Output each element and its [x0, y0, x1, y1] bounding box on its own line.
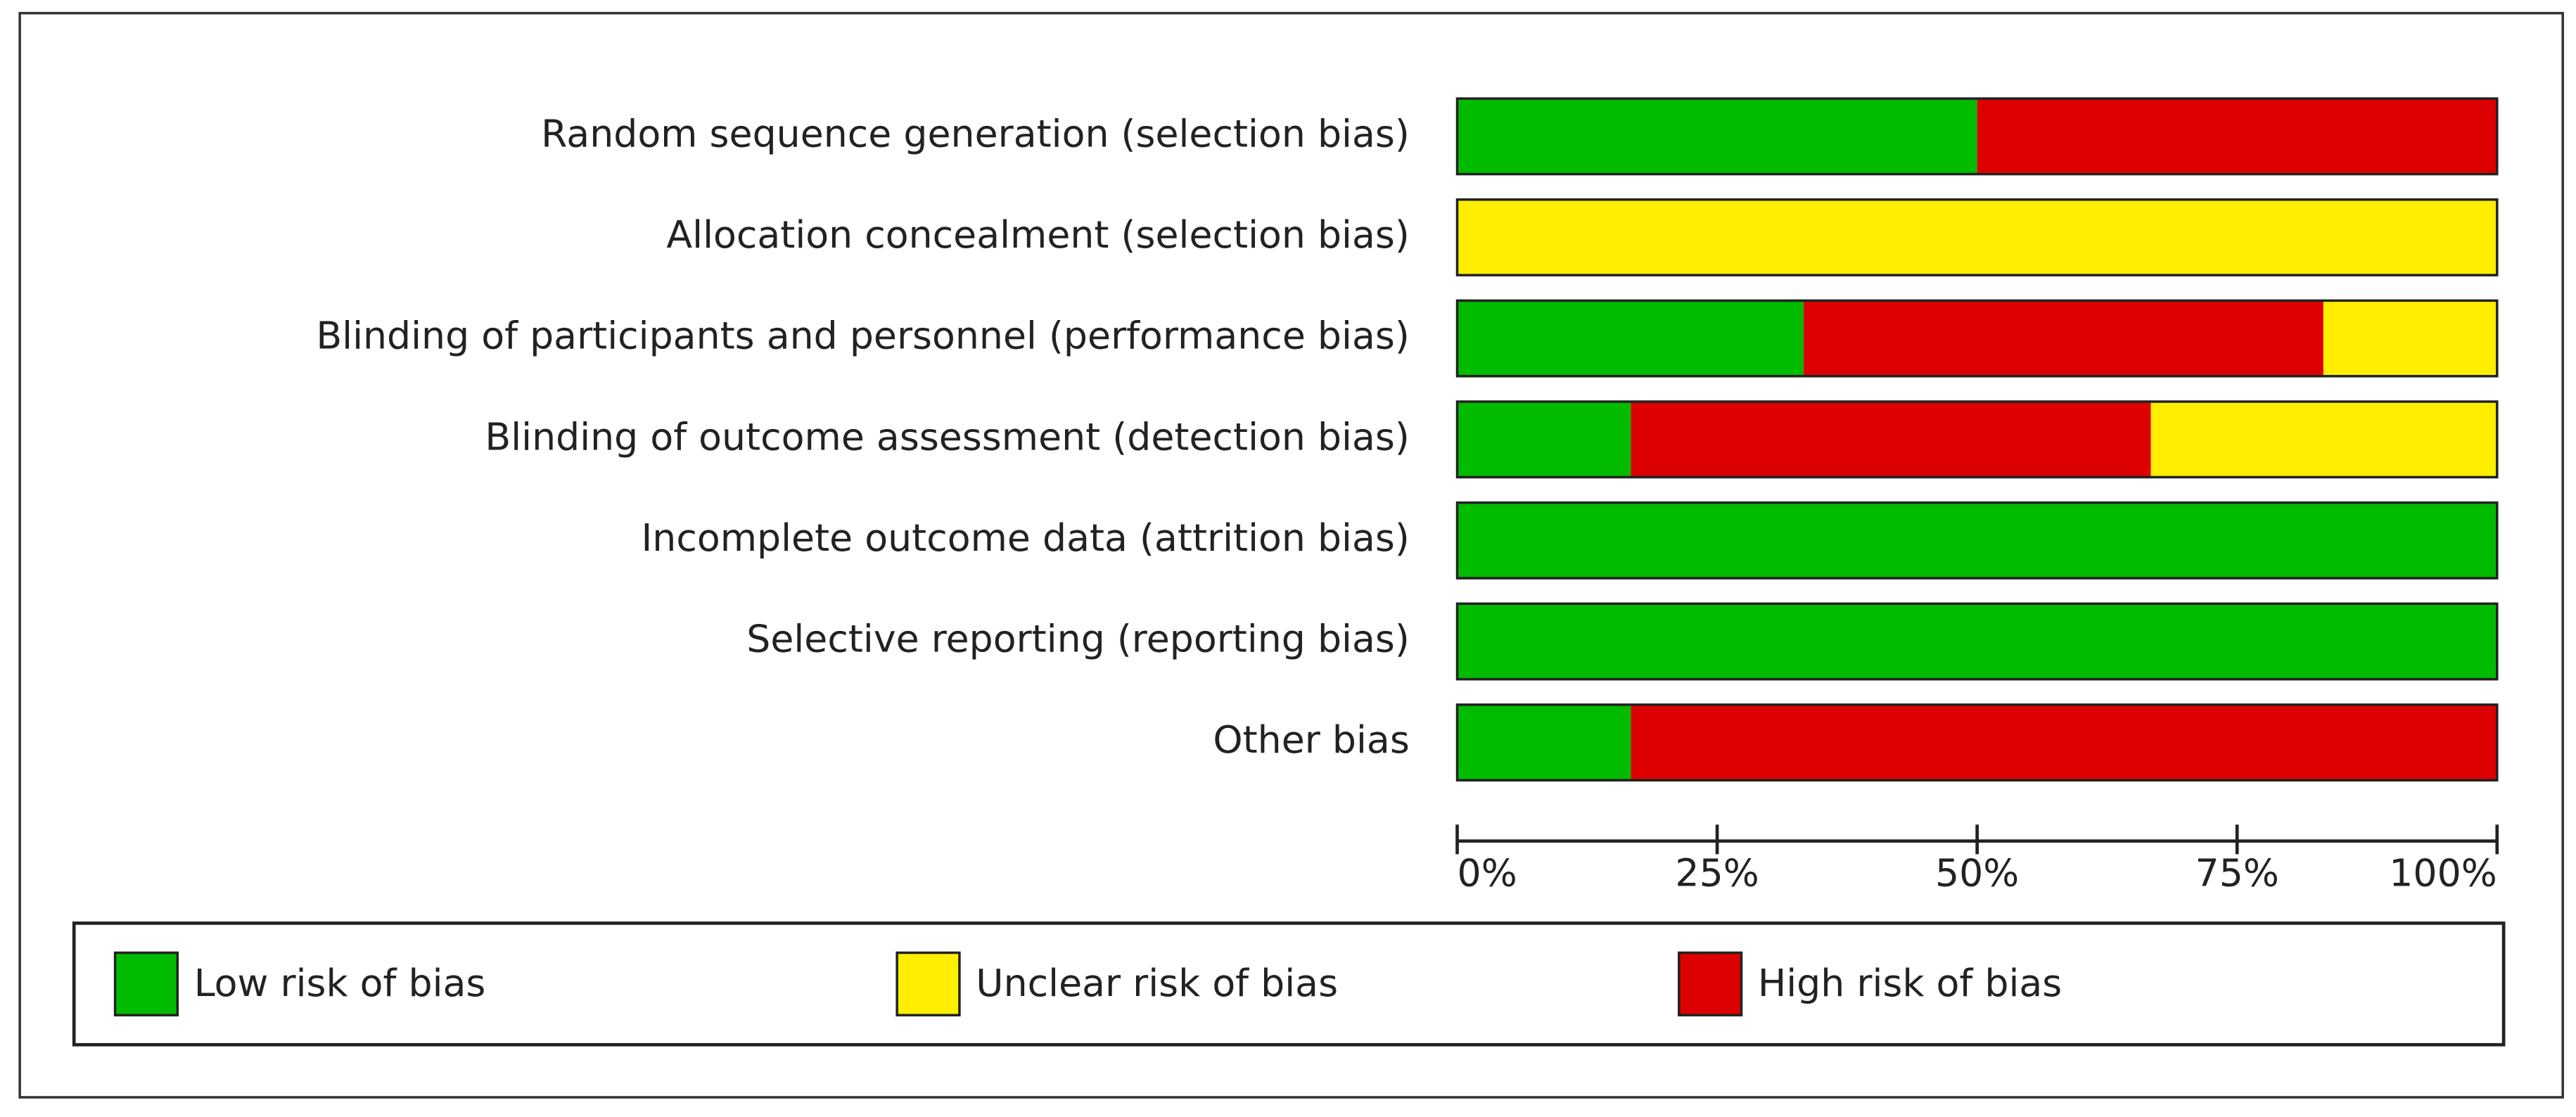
- bar-outline: [1455, 703, 2499, 782]
- legend-label: Low risk of bias: [194, 961, 486, 1005]
- bar-segment: [1457, 704, 1631, 781]
- x-tick-label: 100%: [2389, 850, 2497, 895]
- bar-segment: [2150, 401, 2497, 478]
- bar-segment: [1457, 401, 1631, 478]
- legend-swatch: [113, 951, 179, 1016]
- category-label: Other bias: [1213, 717, 1409, 762]
- bar-outline: [1455, 299, 2499, 378]
- bar-outline: [1455, 198, 2499, 276]
- bar-segment: [1457, 300, 1804, 376]
- bar-outline: [1455, 501, 2499, 580]
- bar-outline: [1455, 97, 2499, 176]
- x-tick-label: 25%: [1675, 850, 1759, 895]
- x-tick-label: 75%: [2195, 850, 2279, 895]
- legend-swatch: [895, 951, 961, 1016]
- category-label: Random sequence generation (selection bi…: [541, 111, 1410, 155]
- category-label: Blinding of participants and personnel (…: [316, 314, 1409, 358]
- category-label: Selective reporting (reporting bias): [746, 617, 1410, 661]
- bar-segment: [2323, 300, 2497, 376]
- bar-segment: [1977, 98, 2497, 174]
- legend-label: Unclear risk of bias: [976, 961, 1338, 1005]
- category-label: Incomplete outcome data (attrition bias): [641, 516, 1409, 560]
- legend-label: High risk of bias: [1758, 961, 2062, 1005]
- bar-segment: [1457, 98, 1977, 174]
- category-label: Allocation concealment (selection bias): [666, 212, 1409, 257]
- bar-outline: [1455, 602, 2499, 681]
- bar-segment: [1803, 300, 2323, 376]
- x-tick-label: 0%: [1458, 850, 1517, 895]
- category-label: Blinding of outcome assessment (detectio…: [485, 414, 1409, 459]
- bar-segment: [1457, 604, 2497, 679]
- legend-box: [72, 921, 2506, 1047]
- bar-segment: [1457, 199, 2497, 276]
- bar-segment: [1457, 502, 2497, 579]
- x-tick-label: 50%: [1935, 850, 2019, 895]
- legend-swatch: [1678, 951, 1743, 1016]
- bar-segment: [1631, 704, 2497, 781]
- bar-segment: [1631, 401, 2151, 478]
- bar-outline: [1455, 400, 2499, 479]
